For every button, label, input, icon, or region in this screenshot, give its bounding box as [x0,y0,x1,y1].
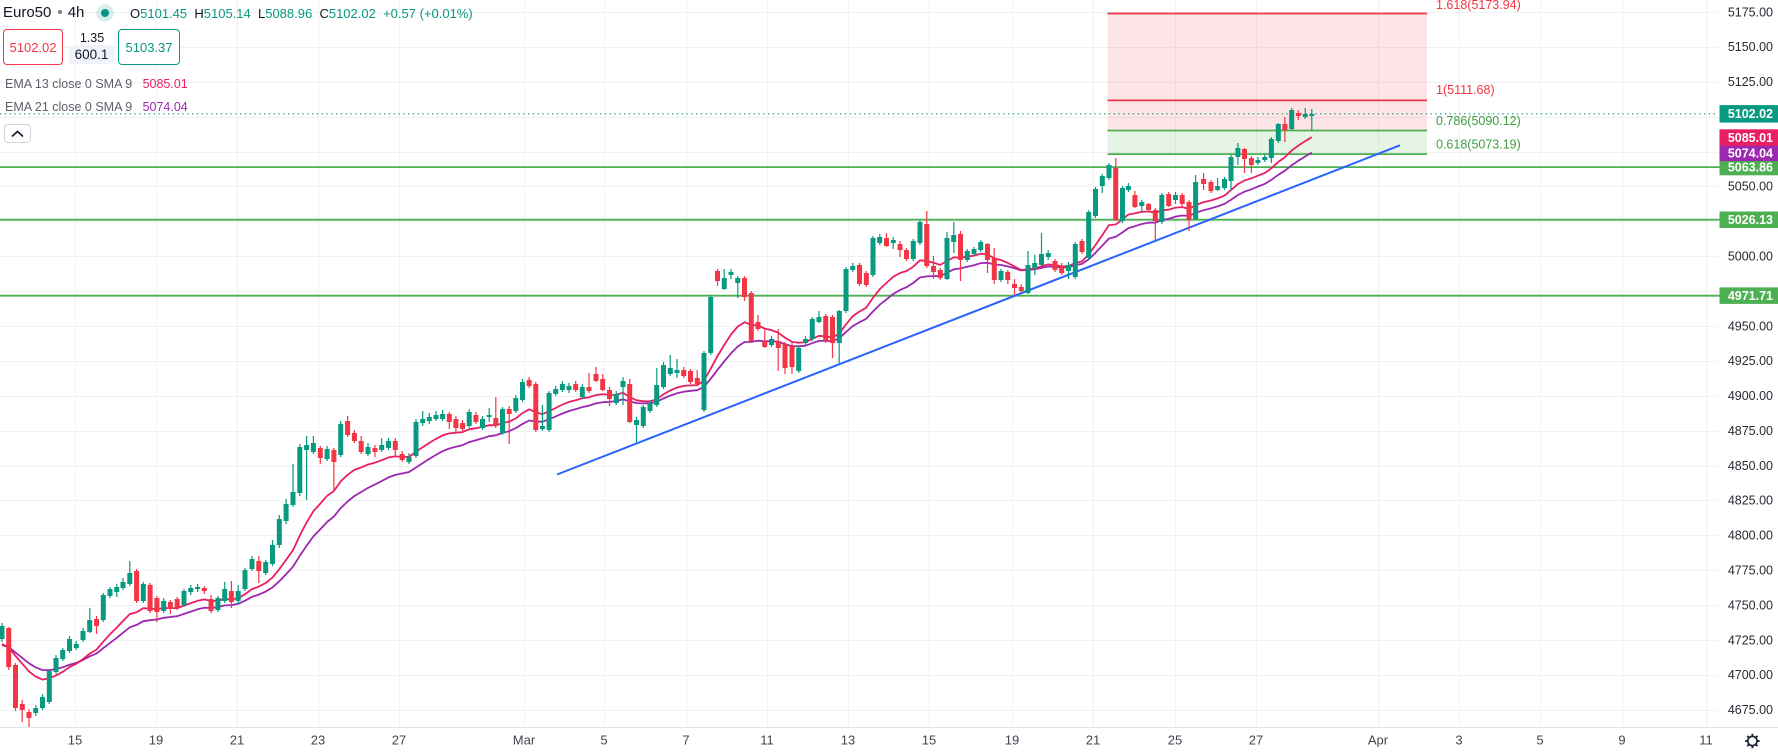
svg-text:4950.00: 4950.00 [1728,319,1773,333]
svg-text:11: 11 [1699,733,1713,748]
svg-text:4900.00: 4900.00 [1728,389,1773,403]
svg-text:4725.00: 4725.00 [1728,633,1773,647]
svg-text:27: 27 [392,733,406,748]
svg-text:7: 7 [682,733,689,748]
svg-text:5026.13: 5026.13 [1728,213,1773,227]
svg-text:3: 3 [1455,733,1462,748]
svg-text:11: 11 [760,733,774,748]
svg-text:4925.00: 4925.00 [1728,354,1773,368]
svg-text:4700.00: 4700.00 [1728,668,1773,682]
svg-text:5074.04: 5074.04 [1728,146,1773,160]
svg-text:21: 21 [1086,733,1100,748]
svg-text:5150.00: 5150.00 [1728,40,1773,54]
svg-text:21: 21 [230,733,244,748]
svg-text:4750.00: 4750.00 [1728,598,1773,612]
svg-text:5: 5 [1536,733,1543,748]
svg-text:4850.00: 4850.00 [1728,459,1773,473]
svg-text:5000.00: 5000.00 [1728,250,1773,264]
svg-text:Apr: Apr [1368,733,1389,748]
svg-text:4775.00: 4775.00 [1728,564,1773,578]
svg-text:4800.00: 4800.00 [1728,529,1773,543]
svg-text:0.618(5073.19): 0.618(5073.19) [1436,138,1521,152]
svg-text:1(5111.68): 1(5111.68) [1436,83,1495,97]
svg-text:15: 15 [922,733,936,748]
svg-text:5: 5 [600,733,607,748]
svg-text:5085.01: 5085.01 [1728,131,1773,145]
svg-text:19: 19 [149,733,163,748]
svg-text:0.786(5090.12): 0.786(5090.12) [1436,114,1521,128]
svg-text:5063.86: 5063.86 [1728,161,1773,175]
svg-text:5175.00: 5175.00 [1728,5,1773,19]
svg-text:23: 23 [311,733,325,748]
svg-text:9: 9 [1618,733,1625,748]
svg-text:5125.00: 5125.00 [1728,75,1773,89]
svg-text:19: 19 [1005,733,1019,748]
svg-text:5050.00: 5050.00 [1728,180,1773,194]
svg-text:1.618(5173.94): 1.618(5173.94) [1436,0,1521,12]
svg-text:5102.02: 5102.02 [1728,107,1773,121]
svg-text:13: 13 [841,733,855,748]
svg-text:4875.00: 4875.00 [1728,424,1773,438]
svg-text:27: 27 [1249,733,1263,748]
svg-text:4675.00: 4675.00 [1728,703,1773,717]
svg-text:25: 25 [1168,733,1182,748]
svg-text:Mar: Mar [513,733,536,748]
svg-text:4825.00: 4825.00 [1728,494,1773,508]
svg-text:15: 15 [68,733,82,748]
svg-text:4971.71: 4971.71 [1728,289,1773,303]
